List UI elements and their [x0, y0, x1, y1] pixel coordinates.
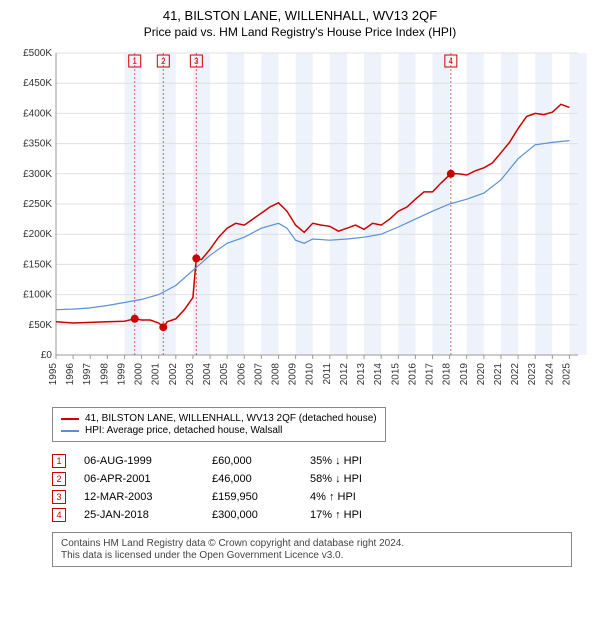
svg-text:2015: 2015 — [390, 363, 401, 386]
svg-text:2023: 2023 — [527, 363, 538, 386]
svg-text:1996: 1996 — [65, 363, 76, 386]
sale-number-badge: 2 — [52, 472, 66, 486]
sale-number-badge: 1 — [52, 454, 66, 468]
sale-price: £46,000 — [212, 473, 292, 485]
legend-swatch — [61, 418, 79, 420]
svg-text:2004: 2004 — [202, 363, 213, 386]
svg-text:2009: 2009 — [288, 363, 299, 386]
sale-row: 3 12-MAR-2003 £159,950 4% ↑ HPI — [52, 490, 588, 504]
svg-text:2025: 2025 — [561, 363, 572, 386]
svg-text:£450K: £450K — [23, 78, 52, 89]
svg-text:2010: 2010 — [305, 363, 316, 386]
svg-text:1999: 1999 — [116, 363, 127, 386]
footer-line2: This data is licensed under the Open Gov… — [61, 550, 563, 561]
sale-date: 06-APR-2001 — [84, 473, 194, 485]
svg-text:£50K: £50K — [29, 320, 53, 331]
footer-line1: Contains HM Land Registry data © Crown c… — [61, 538, 563, 549]
svg-text:2013: 2013 — [356, 363, 367, 386]
legend-label: 41, BILSTON LANE, WILLENHALL, WV13 2QF (… — [85, 413, 377, 424]
sale-number-badge: 4 — [52, 508, 66, 522]
sale-date: 06-AUG-1999 — [84, 455, 194, 467]
sale-pct: 17% ↑ HPI — [310, 509, 400, 521]
svg-text:£300K: £300K — [23, 169, 52, 180]
page-title: 41, BILSTON LANE, WILLENHALL, WV13 2QF — [12, 8, 588, 23]
svg-text:£150K: £150K — [23, 259, 52, 270]
svg-text:1995: 1995 — [48, 363, 59, 386]
svg-text:2005: 2005 — [219, 363, 230, 386]
svg-text:£0: £0 — [41, 350, 53, 361]
legend-item: HPI: Average price, detached house, Wals… — [61, 425, 377, 436]
svg-text:2002: 2002 — [168, 363, 179, 386]
chart-svg: £0 £50K £100K £150K £200K £250K £300K £350K £400… — [12, 47, 588, 397]
sale-row: 2 06-APR-2001 £46,000 58% ↓ HPI — [52, 472, 588, 486]
legend-item: 41, BILSTON LANE, WILLENHALL, WV13 2QF (… — [61, 413, 377, 424]
svg-text:1998: 1998 — [99, 363, 110, 386]
svg-text:£200K: £200K — [23, 229, 52, 240]
sale-pct: 35% ↓ HPI — [310, 455, 400, 467]
svg-text:2019: 2019 — [459, 363, 470, 386]
svg-text:£350K: £350K — [23, 139, 52, 150]
svg-text:2017: 2017 — [425, 363, 436, 386]
sale-pct: 4% ↑ HPI — [310, 491, 400, 503]
svg-text:3: 3 — [194, 57, 199, 66]
svg-text:1: 1 — [133, 57, 138, 66]
svg-text:2000: 2000 — [134, 363, 145, 386]
svg-text:1997: 1997 — [82, 363, 93, 386]
legend-label: HPI: Average price, detached house, Wals… — [85, 425, 282, 436]
sale-date: 12-MAR-2003 — [84, 491, 194, 503]
sale-price: £60,000 — [212, 455, 292, 467]
chart-container: 41, BILSTON LANE, WILLENHALL, WV13 2QF P… — [0, 0, 600, 620]
sales-table: 1 06-AUG-1999 £60,000 35% ↓ HPI 2 06-APR-2001… — [52, 454, 588, 522]
svg-text:2: 2 — [161, 57, 166, 66]
svg-text:£250K: £250K — [23, 199, 52, 210]
legend: 41, BILSTON LANE, WILLENHALL, WV13 2QF (… — [52, 407, 386, 442]
svg-text:4: 4 — [449, 57, 454, 66]
chart-area: £0 £50K £100K £150K £200K £250K £300K £350K £400… — [12, 47, 588, 397]
sale-pct: 58% ↓ HPI — [310, 473, 400, 485]
svg-text:2007: 2007 — [253, 363, 264, 386]
svg-text:2022: 2022 — [510, 363, 521, 386]
svg-text:2008: 2008 — [270, 363, 281, 386]
footer-attribution: Contains HM Land Registry data © Crown c… — [52, 532, 572, 567]
svg-text:2001: 2001 — [151, 363, 162, 386]
sale-number-badge: 3 — [52, 490, 66, 504]
svg-text:2020: 2020 — [476, 363, 487, 386]
sale-row: 1 06-AUG-1999 £60,000 35% ↓ HPI — [52, 454, 588, 468]
svg-text:2014: 2014 — [373, 363, 384, 386]
sale-price: £159,950 — [212, 491, 292, 503]
svg-text:2018: 2018 — [442, 363, 453, 386]
page-subtitle: Price paid vs. HM Land Registry's House … — [12, 25, 588, 39]
svg-text:2012: 2012 — [339, 363, 350, 386]
sale-date: 25-JAN-2018 — [84, 509, 194, 521]
svg-text:£400K: £400K — [23, 108, 52, 119]
sale-price: £300,000 — [212, 509, 292, 521]
svg-text:2016: 2016 — [407, 363, 418, 386]
svg-text:£100K: £100K — [23, 290, 52, 301]
legend-swatch — [61, 430, 79, 432]
svg-text:£500K: £500K — [23, 48, 52, 59]
svg-text:2011: 2011 — [322, 363, 333, 385]
svg-text:2006: 2006 — [236, 363, 247, 386]
svg-text:2024: 2024 — [544, 363, 555, 386]
svg-text:2021: 2021 — [493, 363, 504, 386]
sale-row: 4 25-JAN-2018 £300,000 17% ↑ HPI — [52, 508, 588, 522]
svg-text:2003: 2003 — [185, 363, 196, 386]
